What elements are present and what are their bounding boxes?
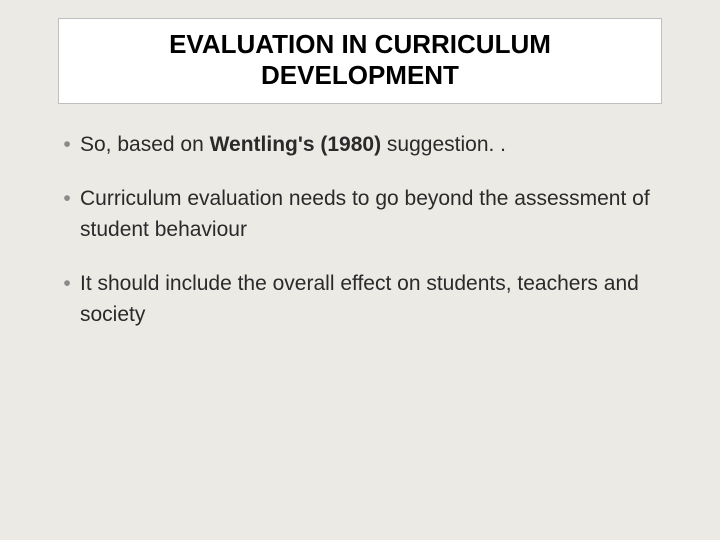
text-run: So, based on <box>80 133 210 156</box>
bullet-item: •So, based on Wentling's (1980) suggesti… <box>60 130 660 160</box>
bullet-marker: • <box>60 130 74 160</box>
bullet-text: So, based on Wentling's (1980) suggestio… <box>80 130 660 160</box>
bullet-item: •It should include the overall effect on… <box>60 269 660 330</box>
text-run: Curriculum evaluation needs to go beyond… <box>80 187 650 240</box>
bullet-text: Curriculum evaluation needs to go beyond… <box>80 184 660 245</box>
content-area: •So, based on Wentling's (1980) suggesti… <box>60 130 660 354</box>
slide-title: EVALUATION IN CURRICULUM DEVELOPMENT <box>77 29 643 91</box>
text-run: It should include the overall effect on … <box>80 272 639 325</box>
title-box: EVALUATION IN CURRICULUM DEVELOPMENT <box>58 18 662 104</box>
bullet-item: •Curriculum evaluation needs to go beyon… <box>60 184 660 245</box>
text-run: suggestion. . <box>387 133 506 156</box>
bullet-marker: • <box>60 184 74 214</box>
bullet-marker: • <box>60 269 74 299</box>
slide: EVALUATION IN CURRICULUM DEVELOPMENT •So… <box>0 0 720 540</box>
bold-run: Wentling's (1980) <box>210 133 387 156</box>
bullet-text: It should include the overall effect on … <box>80 269 660 330</box>
